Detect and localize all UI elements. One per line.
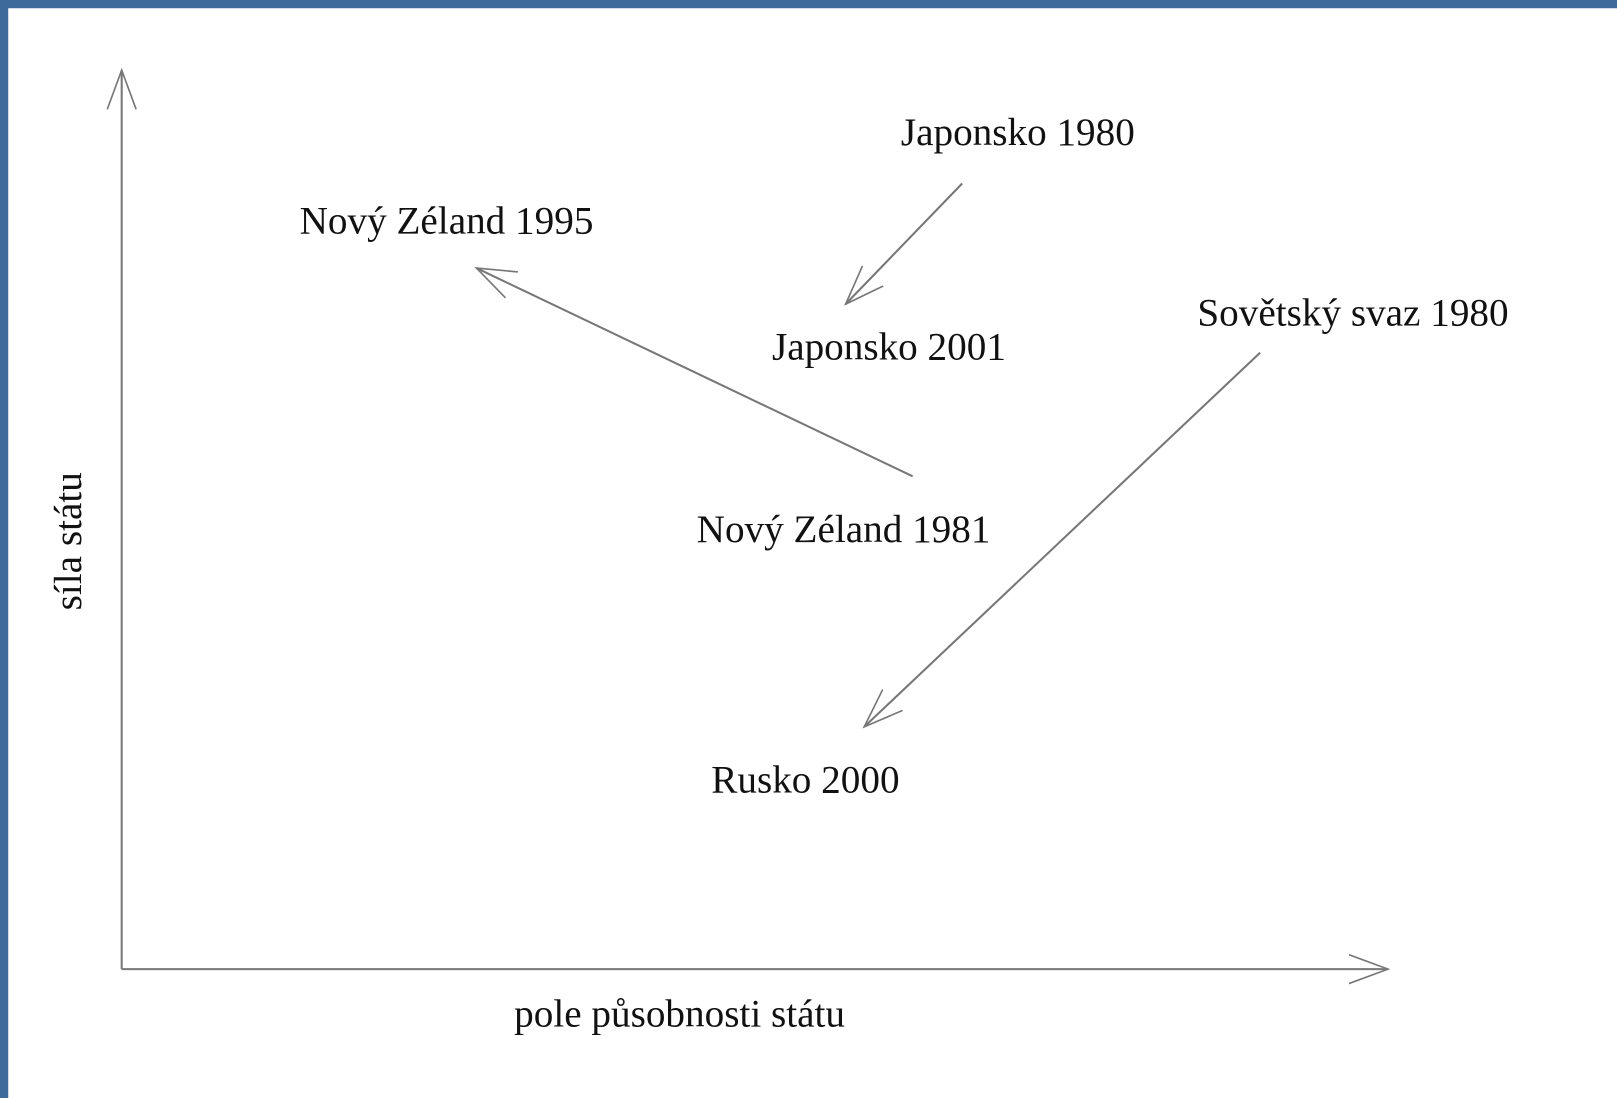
arrow: [864, 351, 1261, 727]
x-axis-label: pole působnosti státu: [514, 993, 845, 1036]
node-label: Japonsko 1980: [901, 111, 1135, 154]
node-label: Nový Zéland 1981: [697, 508, 991, 551]
node-label: Sovětský svaz 1980: [1197, 292, 1508, 335]
arrow: [846, 182, 963, 305]
canvas: [8, 8, 1617, 1098]
node-label: Japonsko 2001: [772, 326, 1006, 369]
arrow: [476, 268, 914, 478]
node-label: Rusko 2000: [711, 759, 899, 802]
y-axis-label: síla státu: [47, 472, 90, 610]
node-label: Nový Zéland 1995: [300, 200, 594, 243]
